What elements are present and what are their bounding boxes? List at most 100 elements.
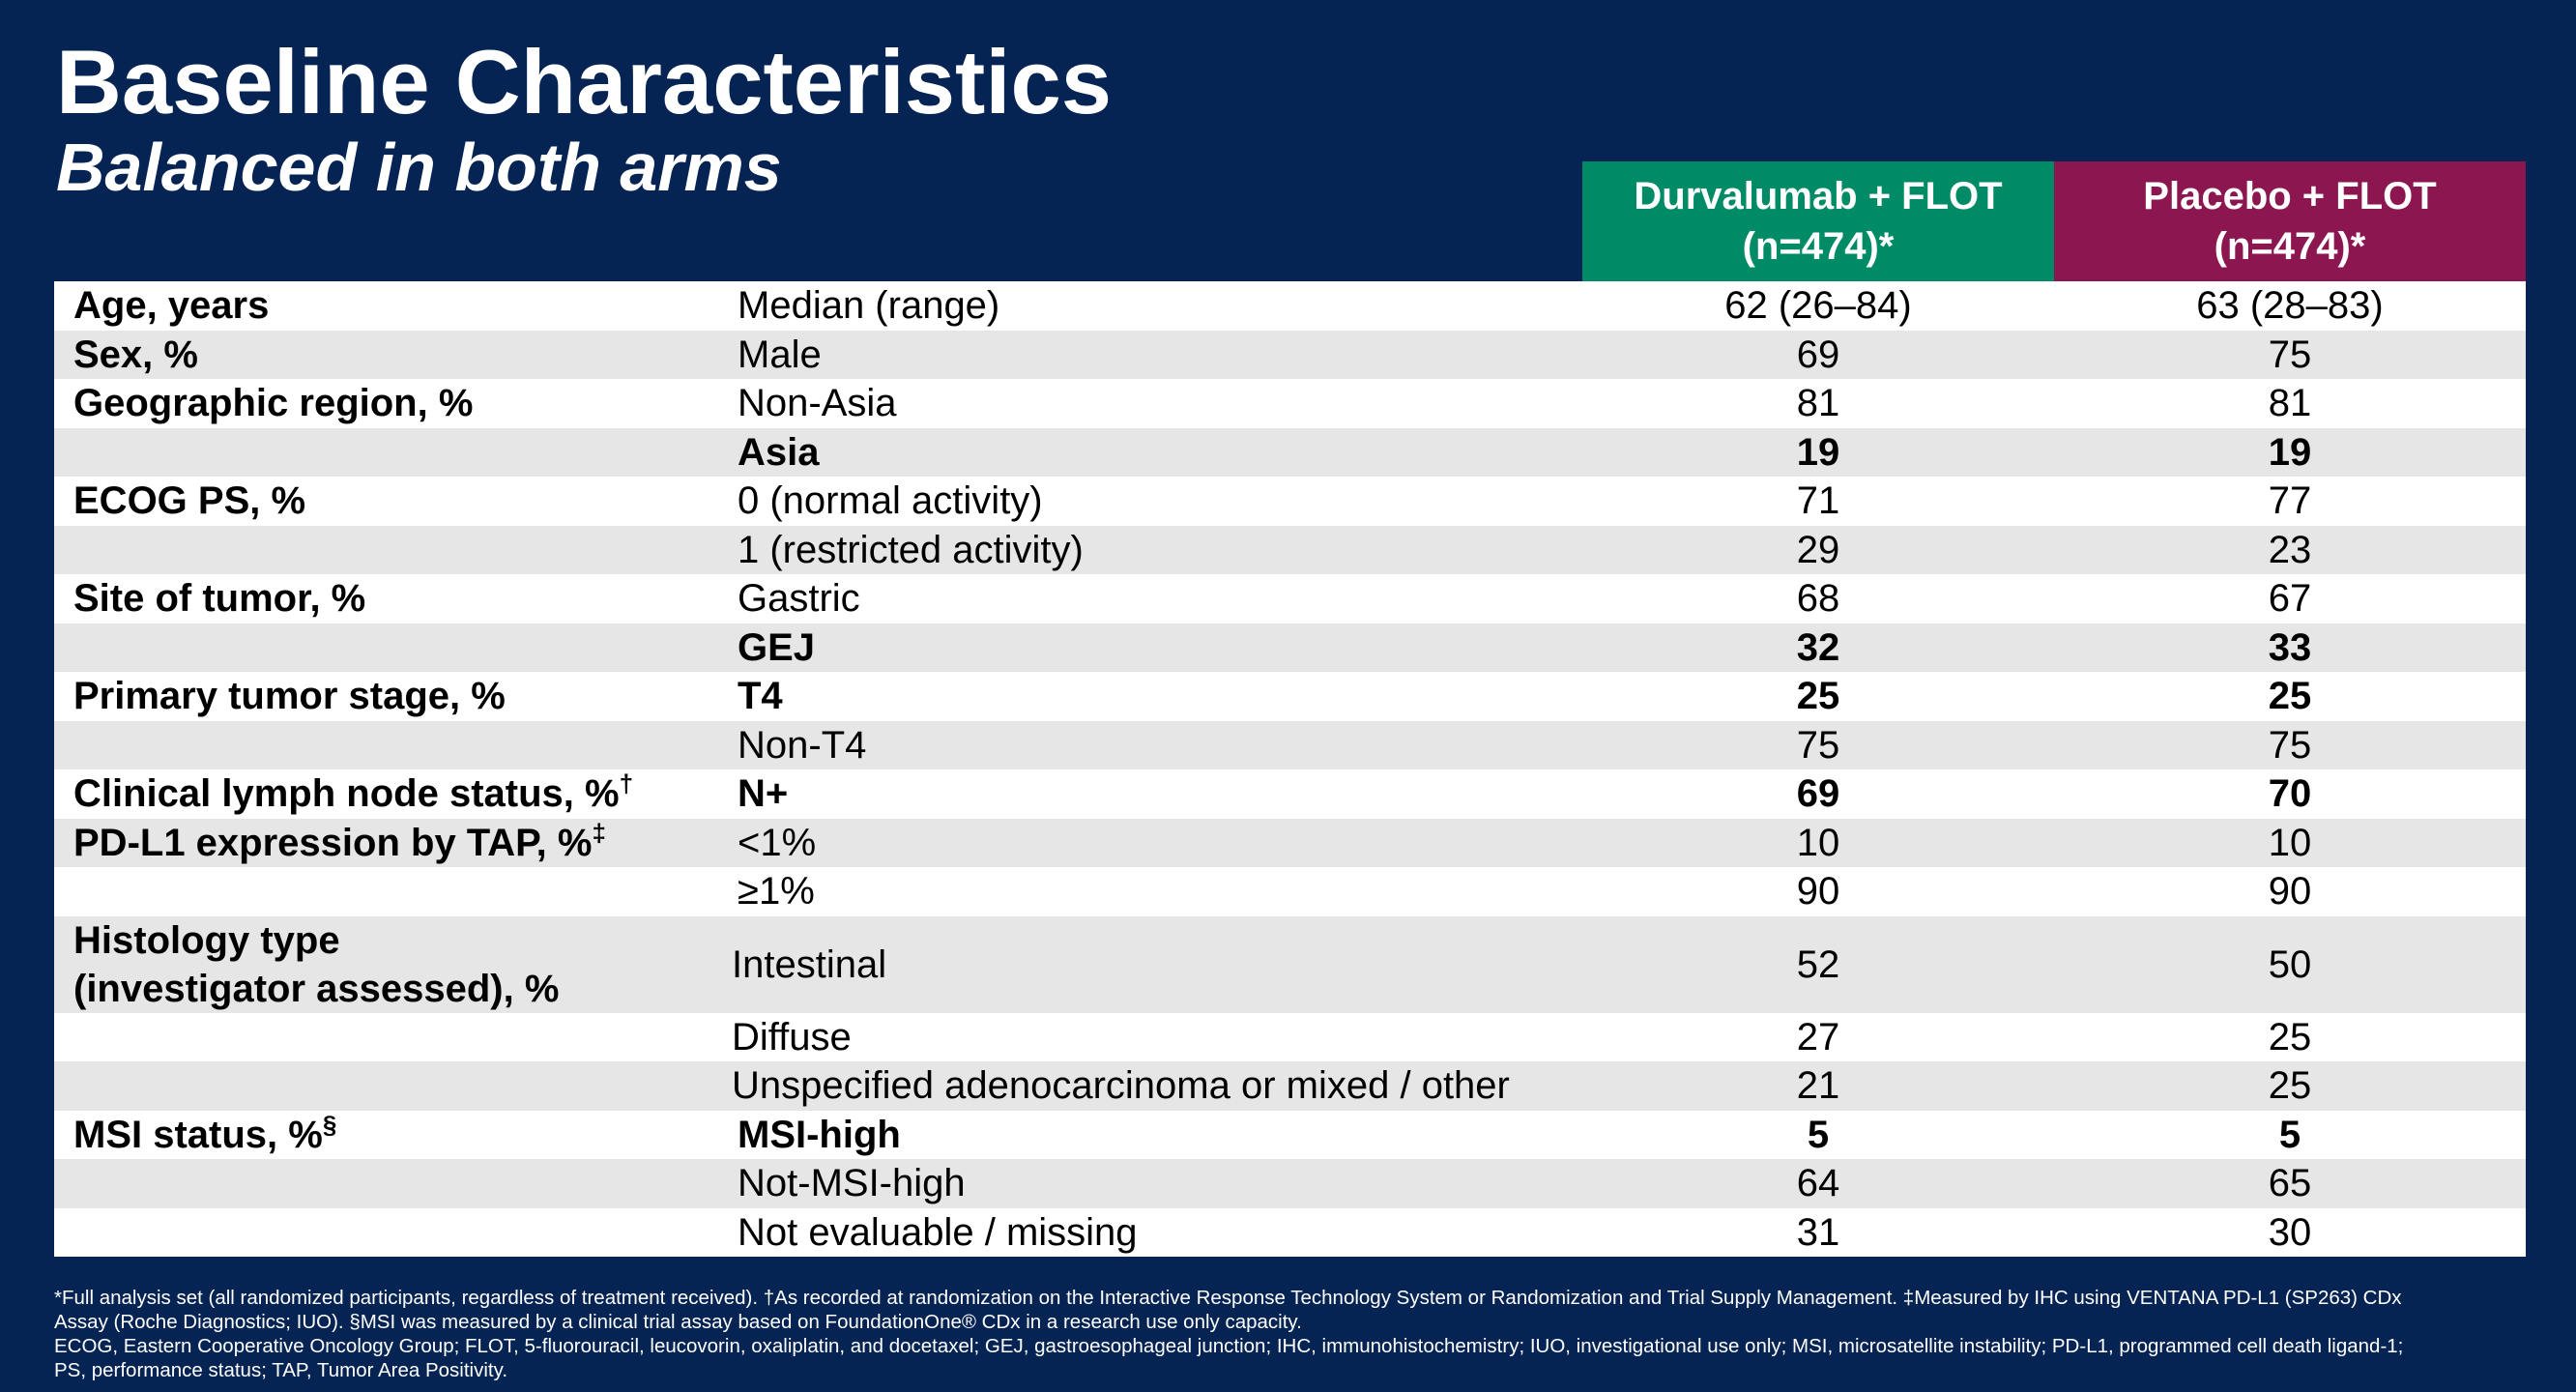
durvalumab-value: 62 (26–84) bbox=[1724, 284, 1912, 328]
row-category: Median (range) bbox=[738, 284, 1000, 328]
table-row: ≥1% 90 90 bbox=[54, 867, 2526, 916]
slide-subtitle: Balanced in both arms bbox=[56, 130, 782, 205]
durvalumab-value: 69 bbox=[1796, 333, 1840, 376]
table-row: Age, years Median (range) 62 (26–84) 63 … bbox=[54, 281, 2526, 331]
row-label-text: MSI status, % bbox=[73, 1113, 323, 1156]
durvalumab-value: 90 bbox=[1796, 870, 1840, 914]
table-row: Diffuse 27 25 bbox=[54, 1013, 2526, 1062]
row-category: T4 bbox=[738, 675, 783, 718]
row-label: Clinical lymph node status, %† bbox=[73, 769, 633, 818]
row-category: Asia bbox=[738, 430, 820, 474]
table-row: Primary tumor stage, % T4 25 25 bbox=[54, 672, 2526, 721]
placebo-value: 30 bbox=[2268, 1210, 2312, 1254]
row-label: Histology type (investigator assessed), % bbox=[73, 916, 559, 1013]
row-category: <1% bbox=[738, 821, 817, 864]
durvalumab-value: 5 bbox=[1807, 1113, 1830, 1156]
placebo-value: 10 bbox=[2268, 821, 2312, 864]
table-row: Unspecified adenocarcinoma or mixed / ot… bbox=[54, 1061, 2526, 1111]
table-row: Sex, % Male 69 75 bbox=[54, 330, 2526, 379]
column-header-placebo-n: (n=474)* bbox=[2214, 225, 2366, 268]
placebo-value: 25 bbox=[2268, 1064, 2312, 1108]
column-header-durvalumab-n: (n=474)* bbox=[1742, 225, 1895, 268]
row-category: Gastric bbox=[738, 577, 860, 621]
footnotes: *Full analysis set (all randomized parti… bbox=[54, 1286, 2529, 1382]
placebo-value: 90 bbox=[2268, 870, 2312, 914]
placebo-value: 67 bbox=[2268, 577, 2312, 621]
row-label: Sex, % bbox=[73, 333, 198, 376]
durvalumab-value: 81 bbox=[1796, 382, 1840, 425]
row-category: Non-T4 bbox=[738, 723, 867, 767]
column-header-durvalumab: Durvalumab + FLOT (n=474)* bbox=[1582, 161, 2054, 281]
row-category: MSI-high bbox=[738, 1113, 901, 1156]
row-label: ECOG PS, % bbox=[73, 479, 306, 523]
row-label: Geographic region, % bbox=[73, 382, 474, 425]
footnote-line: *Full analysis set (all randomized parti… bbox=[54, 1287, 2402, 1309]
footnote-marker: ‡ bbox=[592, 818, 606, 848]
row-category: Not evaluable / missing bbox=[738, 1210, 1138, 1254]
placebo-value: 19 bbox=[2268, 430, 2312, 474]
durvalumab-value: 27 bbox=[1796, 1015, 1840, 1058]
footnote-line: PS, performance status; TAP, Tumor Area … bbox=[54, 1359, 508, 1381]
row-label-line2: (investigator assessed), % bbox=[73, 967, 560, 1010]
placebo-value: 5 bbox=[2278, 1113, 2301, 1156]
placebo-value: 50 bbox=[2268, 942, 2312, 986]
placebo-value: 75 bbox=[2268, 333, 2312, 376]
row-category: Diffuse bbox=[732, 1015, 852, 1058]
row-label-text: PD-L1 expression by TAP, % bbox=[73, 821, 593, 864]
row-category: 1 (restricted activity) bbox=[738, 528, 1084, 571]
table-row: ECOG PS, % 0 (normal activity) 71 77 bbox=[54, 477, 2526, 526]
footnote-marker: † bbox=[619, 768, 634, 798]
placebo-value: 23 bbox=[2268, 528, 2312, 571]
placebo-value: 77 bbox=[2268, 479, 2312, 523]
table-row: PD-L1 expression by TAP, %‡ <1% 10 10 bbox=[54, 818, 2526, 867]
durvalumab-value: 32 bbox=[1796, 625, 1840, 669]
durvalumab-value: 69 bbox=[1796, 772, 1840, 816]
footnote-line: ECOG, Eastern Cooperative Oncology Group… bbox=[54, 1335, 2404, 1357]
row-category: Not-MSI-high bbox=[738, 1162, 966, 1205]
row-label: PD-L1 expression by TAP, %‡ bbox=[73, 819, 606, 867]
placebo-value: 33 bbox=[2268, 625, 2312, 669]
table-row: Not evaluable / missing 31 30 bbox=[54, 1208, 2526, 1258]
row-category: N+ bbox=[738, 772, 789, 816]
row-category: ≥1% bbox=[738, 870, 815, 914]
placebo-value: 70 bbox=[2268, 772, 2312, 816]
column-header-durvalumab-name: Durvalumab + FLOT bbox=[1634, 175, 2003, 218]
table-row: Site of tumor, % Gastric 68 67 bbox=[54, 574, 2526, 624]
baseline-table: Age, years Median (range) 62 (26–84) 63 … bbox=[54, 281, 2526, 1257]
row-category: Male bbox=[738, 333, 822, 376]
table-row: Not-MSI-high 64 65 bbox=[54, 1159, 2526, 1208]
row-label: MSI status, %§ bbox=[73, 1111, 336, 1159]
row-label: Primary tumor stage, % bbox=[73, 675, 506, 718]
durvalumab-value: 52 bbox=[1796, 942, 1840, 986]
durvalumab-value: 68 bbox=[1796, 577, 1840, 621]
placebo-value: 75 bbox=[2268, 723, 2312, 767]
placebo-value: 65 bbox=[2268, 1162, 2312, 1205]
footnote-marker: § bbox=[322, 1110, 337, 1140]
durvalumab-value: 19 bbox=[1796, 430, 1840, 474]
durvalumab-value: 25 bbox=[1796, 675, 1840, 718]
row-label: Age, years bbox=[73, 284, 270, 328]
placebo-value: 81 bbox=[2268, 382, 2312, 425]
durvalumab-value: 10 bbox=[1796, 821, 1840, 864]
column-header-placebo: Placebo + FLOT (n=474)* bbox=[2054, 161, 2526, 281]
durvalumab-value: 31 bbox=[1796, 1210, 1840, 1254]
durvalumab-value: 29 bbox=[1796, 528, 1840, 571]
durvalumab-value: 71 bbox=[1796, 479, 1840, 523]
table-row: 1 (restricted activity) 29 23 bbox=[54, 525, 2526, 574]
row-category: 0 (normal activity) bbox=[738, 479, 1043, 523]
row-label: Site of tumor, % bbox=[73, 577, 366, 621]
row-label-line1: Histology type bbox=[73, 918, 340, 962]
table-row: Clinical lymph node status, %† N+ 69 70 bbox=[54, 769, 2526, 819]
table-row: Geographic region, % Non-Asia 81 81 bbox=[54, 379, 2526, 428]
row-category: Unspecified adenocarcinoma or mixed / ot… bbox=[732, 1064, 1510, 1108]
placebo-value: 25 bbox=[2268, 1015, 2312, 1058]
slide-title: Baseline Characteristics bbox=[56, 31, 1113, 132]
durvalumab-value: 21 bbox=[1796, 1064, 1840, 1108]
table-row: GEJ 32 33 bbox=[54, 623, 2526, 672]
column-header-placebo-name: Placebo + FLOT bbox=[2143, 175, 2437, 218]
table-row: MSI status, %§ MSI-high 5 5 bbox=[54, 1111, 2526, 1160]
row-category: GEJ bbox=[738, 625, 816, 669]
placebo-value: 63 (28–83) bbox=[2196, 284, 2384, 328]
placebo-value: 25 bbox=[2268, 675, 2312, 718]
row-category: Non-Asia bbox=[738, 382, 897, 425]
